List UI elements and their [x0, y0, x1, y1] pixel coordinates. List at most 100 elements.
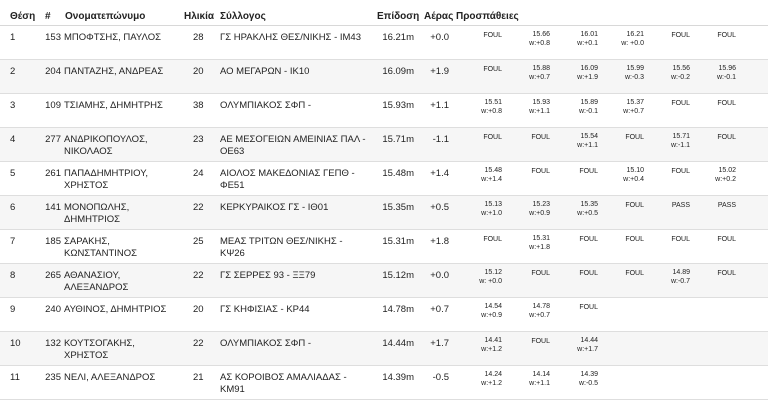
club-cell: ΑΣ ΚΟΡΟΙΒΟΣ ΑΜΑΛΙΑΔΑΣ - ΚΜ91 — [220, 372, 347, 395]
attempt-mark: FOUL — [579, 270, 598, 277]
attempt-wind: w:+1.8 — [529, 244, 550, 251]
attempt-mark: 14.14 — [532, 371, 550, 378]
attempt-mark: FOUL — [531, 338, 550, 345]
attempt-cell: FOUL — [650, 31, 690, 40]
attempt-wind: w:-1.1 — [670, 142, 690, 149]
wind-cell: +0.0 — [430, 32, 449, 43]
attempt-mark: FOUL — [579, 236, 598, 243]
attempt-mark: FOUL — [579, 168, 598, 175]
attempt-mark: 15.54 — [580, 133, 598, 140]
club-cell: ΑΕ ΜΕΣΟΓΕΙΩΝ ΑΜΕΙΝΙΑΣ ΠΑΛ - ΟΕ63 — [220, 134, 366, 157]
attempt-wind: w:+1.9 — [577, 74, 598, 81]
header-position: Θέση — [10, 11, 36, 22]
header-club: Σύλλογος — [220, 11, 266, 22]
attempt-cell: FOUL — [510, 133, 550, 142]
attempt-cell: FOUL — [604, 235, 644, 244]
attempt-mark: 15.96 — [718, 65, 736, 72]
header-name: Ονοματεπώνυμο — [65, 11, 146, 22]
attempt-cell: 15.88 w:+0.7 — [510, 64, 550, 82]
bib-cell: 185 — [45, 236, 61, 247]
attempt-mark: 15.93 — [532, 99, 550, 106]
attempt-mark: FOUL — [625, 134, 644, 141]
performance-cell: 15.35m — [382, 202, 414, 213]
wind-cell: +0.5 — [430, 202, 449, 213]
attempt-cell: FOUL — [462, 133, 502, 142]
attempt-wind: w:-0.1 — [716, 74, 736, 81]
performance-cell: 16.09m — [382, 66, 414, 77]
attempt-mark: FOUL — [483, 236, 502, 243]
club-cell: ΓΣ ΣΕΡΡΕΣ 93 - ΞΞ79 — [220, 270, 316, 281]
attempt-cell: FOUL — [462, 31, 502, 40]
attempt-wind: w:+1.1 — [529, 380, 550, 387]
athlete-name-cell: ΜΠΟΦΤΣΗΣ, ΠΑΥΛΟΣ — [64, 32, 161, 43]
table-row: 8 265 ΑΘΑΝΑΣΙΟΥ, ΑΛΕΞΑΝΔΡΟΣ 22 ΓΣ ΣΕΡΡΕΣ 93 … — [0, 264, 768, 298]
position-cell: 9 — [10, 304, 16, 315]
attempt-mark: 14.54 — [484, 303, 502, 310]
wind-cell: -1.1 — [432, 134, 449, 145]
age-cell: 38 — [193, 100, 204, 111]
athlete-name-cell: ΑΝΔΡΙΚΟΠΟΥΛΟΣ, ΝΙΚΟΛΑΟΣ — [64, 134, 148, 157]
age-cell: 20 — [193, 66, 204, 77]
attempt-wind: w:+1.4 — [481, 176, 502, 183]
age-cell: 22 — [193, 202, 204, 213]
attempt-mark: FOUL — [717, 236, 736, 243]
attempt-mark: 15.10 — [626, 167, 644, 174]
header-age: Ηλικία — [184, 11, 215, 22]
attempt-cell: 15.99 w:-0.3 — [604, 64, 644, 82]
table-row: 10 132 ΚΟΥΤΣΟΓΑΚΗΣ, ΧΡΗΣΤΟΣ 22 ΟΛΥΜΠΙΑΚΟΣ ΣΦ… — [0, 332, 768, 366]
table-row: 6 141 ΜΟΝΟΠΩΛΗΣ, ΔΗΜΗΤΡΙΟΣ 22 ΚΕΡΚΥΡΑΙΚΟΣ ΓΣ… — [0, 196, 768, 230]
performance-cell: 15.12m — [382, 270, 414, 281]
table-row: 7 185 ΣΑΡΑΚΗΣ, ΚΩΝΣΤΑΝΤΙΝΟΣ 25 ΜΕΑΣ ΤΡΙΤΩΝ Θ… — [0, 230, 768, 264]
attempt-mark: 15.89 — [580, 99, 598, 106]
attempt-mark: 14.24 — [484, 371, 502, 378]
position-cell: 10 — [10, 338, 21, 349]
club-cell: ΟΛΥΜΠΙΑΚΟΣ ΣΦΠ - — [220, 338, 312, 349]
attempt-cell: 15.02 w:+0.2 — [696, 166, 736, 184]
attempt-mark: FOUL — [671, 168, 690, 175]
athlete-name-cell: ΣΑΡΑΚΗΣ, ΚΩΝΣΤΑΝΤΙΝΟΣ — [64, 236, 138, 259]
attempt-cell: 15.93 w:+1.1 — [510, 98, 550, 116]
attempt-cell: FOUL — [650, 99, 690, 108]
attempt-cell: PASS — [650, 201, 690, 210]
performance-cell: 14.78m — [382, 304, 414, 315]
attempt-cell: 14.24 w:+1.2 — [462, 370, 502, 388]
attempt-wind: w:+1.1 — [577, 142, 598, 149]
attempt-cell: 15.56 w:-0.2 — [650, 64, 690, 82]
attempt-wind: w:+0.9 — [481, 312, 502, 319]
attempt-cell: FOUL — [696, 235, 736, 244]
performance-cell: 14.39m — [382, 372, 414, 383]
performance-cell: 16.21m — [382, 32, 414, 43]
athlete-name-cell: ΑΥΘΙΝΟΣ, ΔΗΜΗΤΡΙΟΣ — [64, 304, 167, 315]
attempt-cell: 16.01 w:+0.1 — [558, 30, 598, 48]
attempt-cell: 14.14 w:+1.1 — [510, 370, 550, 388]
bib-cell: 132 — [45, 338, 61, 349]
age-cell: 23 — [193, 134, 204, 145]
bib-cell: 204 — [45, 66, 61, 77]
attempt-mark: 15.02 — [718, 167, 736, 174]
bib-cell: 153 — [45, 32, 61, 43]
bib-cell: 235 — [45, 372, 61, 383]
attempt-mark: FOUL — [671, 236, 690, 243]
attempt-mark: PASS — [671, 202, 690, 209]
attempt-cell: 15.48 w:+1.4 — [462, 166, 502, 184]
attempt-mark: 15.31 — [532, 235, 550, 242]
club-cell: ΓΣ ΗΡΑΚΛΗΣ ΘΕΣ/ΝΙΚΗΣ - ΙΜ43 — [220, 32, 361, 43]
attempt-cell: FOUL — [510, 167, 550, 176]
athlete-name-cell: ΤΣΙΑΜΗΣ, ΔΗΜΗΤΡΗΣ — [64, 100, 163, 111]
attempt-mark: FOUL — [717, 270, 736, 277]
attempt-mark: 16.09 — [580, 65, 598, 72]
attempt-wind: w:+0.8 — [481, 108, 502, 115]
athlete-name-cell: ΠΑΠΑΔΗΜΗΤΡΙΟΥ, ΧΡΗΣΤΟΣ — [64, 168, 148, 191]
attempt-wind: w: +0.0 — [621, 40, 644, 47]
attempt-cell: FOUL — [696, 99, 736, 108]
attempt-wind: w:+0.7 — [529, 74, 550, 81]
attempt-mark: FOUL — [717, 32, 736, 39]
attempt-mark: FOUL — [483, 134, 502, 141]
athlete-name-cell: ΑΘΑΝΑΣΙΟΥ, ΑΛΕΞΑΝΔΡΟΣ — [64, 270, 129, 293]
attempt-mark: 15.12 — [484, 269, 502, 276]
attempt-mark: FOUL — [531, 270, 550, 277]
header-wind: Αέρας — [424, 11, 454, 22]
attempt-cell: 15.12 w: +0.0 — [462, 268, 502, 286]
wind-cell: +1.1 — [430, 100, 449, 111]
performance-cell: 15.71m — [382, 134, 414, 145]
